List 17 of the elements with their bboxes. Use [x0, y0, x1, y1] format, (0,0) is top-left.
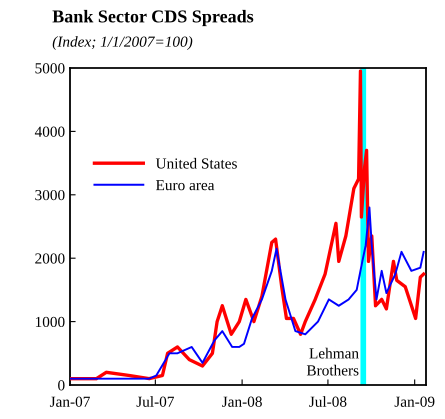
chart-subtitle: (Index; 1/1/2007=100)	[52, 36, 192, 50]
legend-label: Euro area	[156, 180, 214, 190]
legend-label: United States	[156, 158, 237, 169]
x-tick-label: Jul-08	[309, 396, 346, 407]
line-series	[70, 206, 425, 380]
y-tick-label: 1000	[36, 316, 65, 328]
y-tick-label: 4000	[34, 126, 65, 137]
y-tick-label: 3000	[35, 190, 65, 200]
x-tick-label: Jul-07	[136, 396, 174, 407]
chart-title: Bank Sector CDS Spreads	[52, 10, 254, 26]
y-tick-label: 5000	[35, 63, 65, 74]
band-label: Lehman Brothers	[306, 348, 359, 376]
y-tick-label: 2000	[35, 253, 65, 264]
x-tick-label: Jan-08	[222, 396, 262, 407]
y-tick-label: 0	[58, 380, 65, 390]
x-tick-label: Jan-09	[394, 396, 434, 407]
x-tick-label: Jan-07	[50, 396, 90, 407]
